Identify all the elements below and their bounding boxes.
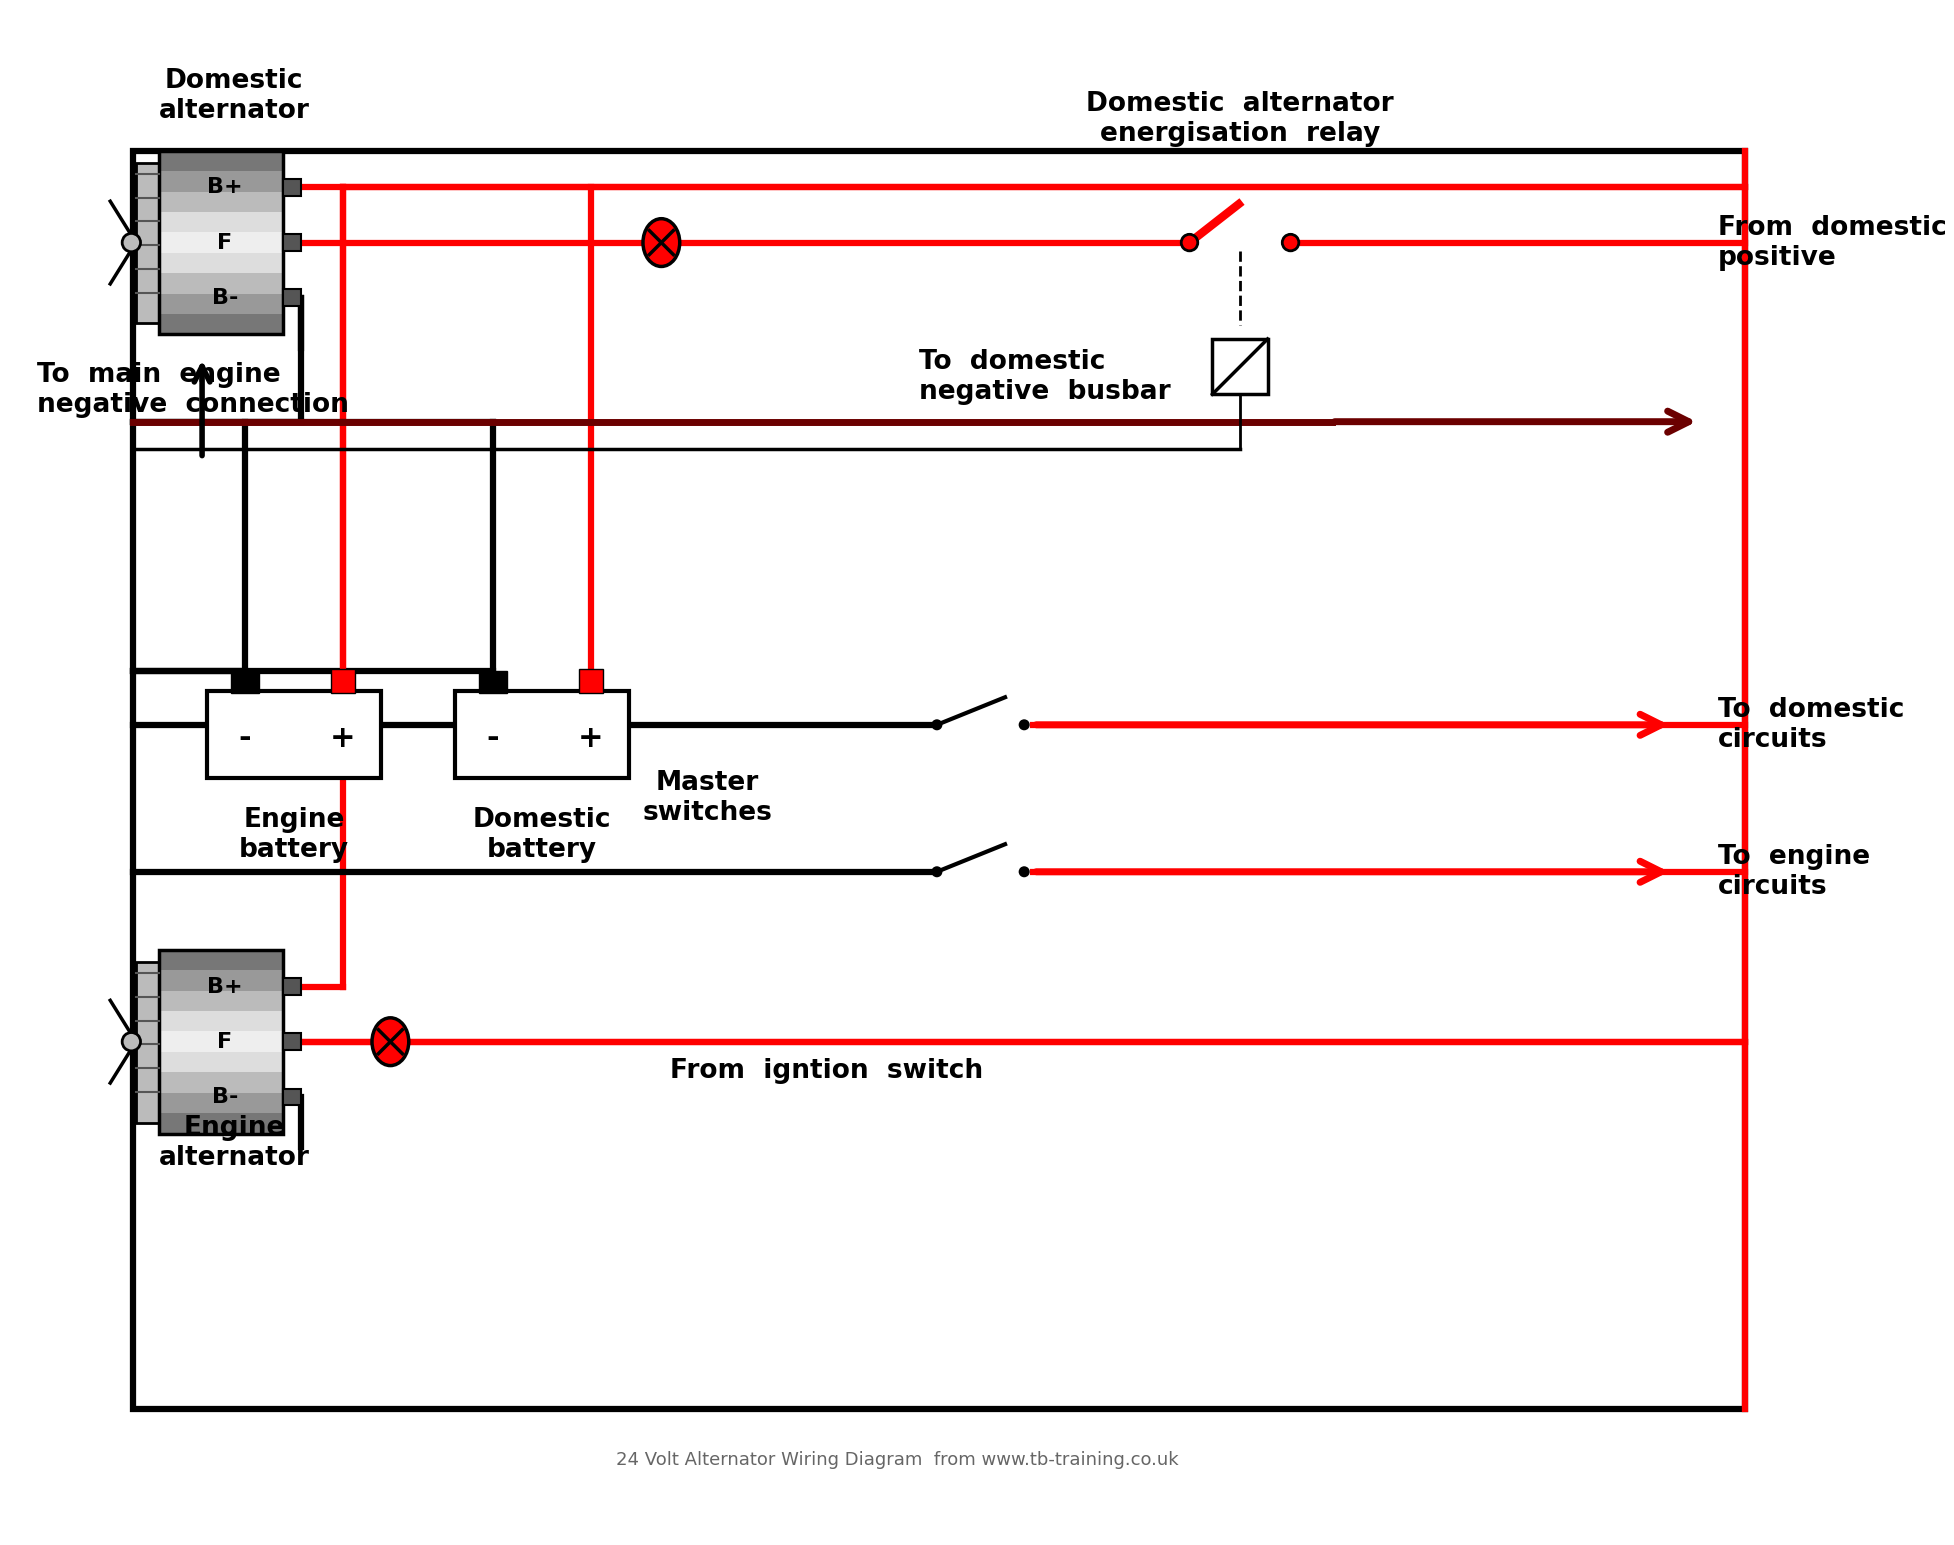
Bar: [578, 669, 602, 692]
Text: To  main  engine
negative  connection: To main engine negative connection: [37, 362, 348, 417]
Bar: [158, 151, 283, 334]
Circle shape: [1182, 235, 1198, 250]
Bar: [158, 990, 283, 1010]
Bar: [137, 162, 158, 323]
Bar: [158, 1052, 283, 1072]
Text: From  domestic
positive: From domestic positive: [1718, 215, 1946, 270]
Circle shape: [123, 233, 141, 252]
Text: 24 Volt Alternator Wiring Diagram  from www.tb-training.co.uk: 24 Volt Alternator Wiring Diagram from w…: [616, 1451, 1178, 1469]
Circle shape: [1282, 235, 1299, 250]
Bar: [158, 212, 283, 232]
Bar: [283, 978, 301, 995]
Bar: [158, 1092, 283, 1112]
Bar: [330, 669, 356, 692]
Text: From  igntion  switch: From igntion switch: [670, 1058, 983, 1085]
Text: Domestic
alternator: Domestic alternator: [158, 68, 309, 124]
Text: -: -: [487, 725, 500, 752]
Bar: [158, 232, 283, 253]
Bar: [158, 1010, 283, 1032]
Bar: [158, 950, 283, 970]
Text: F: F: [217, 1032, 233, 1052]
Circle shape: [1018, 720, 1030, 731]
Text: B-: B-: [211, 1086, 238, 1106]
Text: Engine
alternator: Engine alternator: [158, 1115, 309, 1171]
Bar: [158, 171, 283, 192]
Bar: [137, 963, 158, 1123]
Text: Domestic  alternator
energisation  relay: Domestic alternator energisation relay: [1086, 91, 1393, 147]
Bar: [207, 691, 381, 779]
Bar: [133, 151, 1745, 1409]
Text: Master
switches: Master switches: [643, 771, 772, 827]
Bar: [231, 671, 258, 692]
Circle shape: [932, 720, 942, 731]
Text: +: +: [330, 725, 356, 752]
Text: B+: B+: [207, 178, 242, 198]
Bar: [283, 289, 301, 306]
Bar: [158, 192, 283, 212]
Bar: [283, 1089, 301, 1105]
Bar: [455, 691, 629, 779]
Bar: [158, 294, 283, 314]
Text: To  domestic
circuits: To domestic circuits: [1718, 697, 1903, 752]
Text: B+: B+: [207, 976, 242, 997]
Bar: [158, 950, 283, 1134]
Circle shape: [932, 867, 942, 878]
Bar: [158, 970, 283, 990]
Text: To  engine
circuits: To engine circuits: [1718, 844, 1870, 899]
Text: -: -: [238, 725, 252, 752]
Bar: [283, 1034, 301, 1051]
Circle shape: [123, 1032, 141, 1051]
Bar: [158, 151, 283, 171]
Bar: [283, 235, 301, 250]
Text: To  domestic
negative  busbar: To domestic negative busbar: [918, 349, 1170, 405]
Bar: [158, 1072, 283, 1092]
Bar: [158, 1032, 283, 1052]
Text: B-: B-: [211, 287, 238, 307]
Bar: [158, 1112, 283, 1134]
Bar: [1213, 338, 1268, 394]
Bar: [479, 671, 506, 692]
Text: Domestic
battery: Domestic battery: [473, 806, 612, 864]
Ellipse shape: [643, 219, 680, 266]
Ellipse shape: [371, 1018, 408, 1066]
Text: +: +: [578, 725, 604, 752]
Text: Engine
battery: Engine battery: [238, 806, 350, 864]
Bar: [158, 314, 283, 334]
Bar: [283, 179, 301, 196]
Bar: [158, 273, 283, 294]
Text: F: F: [217, 233, 233, 252]
Circle shape: [1018, 867, 1030, 878]
Bar: [158, 253, 283, 273]
